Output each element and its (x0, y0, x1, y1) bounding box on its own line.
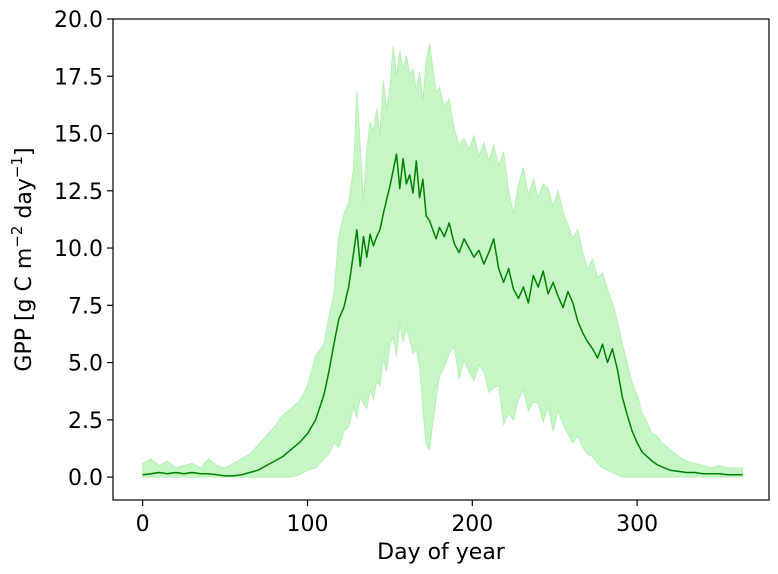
y-axis-label: GPP [g C m−2 day−1] (8, 147, 37, 371)
y-axis-label-mid: day (12, 178, 37, 225)
uncertainty-band (142, 44, 744, 478)
gpp-mean-line (142, 153, 743, 477)
y-tick-label: 5.0 (68, 352, 103, 377)
plot-area-frame (112, 18, 770, 501)
y-axis-label-end: ] (12, 147, 37, 156)
y-tick-label: 0.0 (68, 466, 103, 491)
x-tick-label: 200 (451, 512, 493, 537)
y-tick-label: 20.0 (54, 8, 103, 33)
y-axis-label-main: GPP [g C m (12, 248, 37, 372)
y-axis-label-sup2: −1 (8, 156, 26, 178)
x-tick-label: 300 (616, 512, 658, 537)
y-tick-label: 12.5 (54, 180, 103, 205)
gpp-mean-series (142, 153, 743, 477)
x-tick-label: 0 (136, 512, 150, 537)
y-axis-label-sup1: −2 (8, 226, 26, 248)
x-axis-ticks: 0 100 200 300 (136, 500, 658, 537)
y-tick-label: 7.5 (68, 294, 103, 319)
y-tick-label: 15.0 (54, 123, 103, 148)
y-tick-label: 2.5 (68, 409, 103, 434)
y-tick-label: 17.5 (54, 65, 103, 90)
y-axis-ticks: 0.0 2.5 5.0 7.5 10.0 12.5 15.0 17.5 20.0 (54, 8, 113, 491)
y-tick-label: 10.0 (54, 237, 103, 262)
x-axis-label: Day of year (377, 540, 506, 565)
x-tick-label: 100 (286, 512, 328, 537)
gpp-range-band (142, 44, 744, 478)
